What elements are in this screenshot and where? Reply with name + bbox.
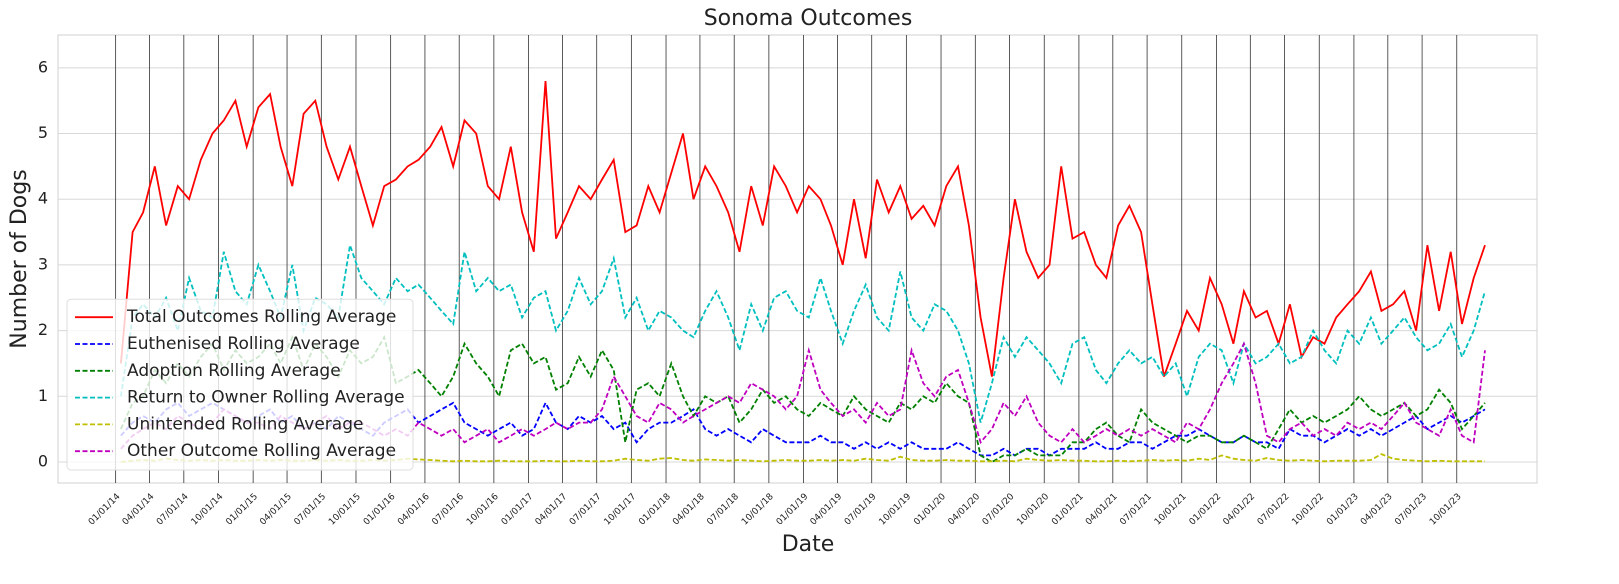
legend-label: Return to Owner Rolling Average (127, 388, 405, 408)
y-tick-label: 1 (38, 386, 48, 405)
x-tick-label: 10/01/18 (740, 492, 776, 528)
x-tick-label: 10/01/20 (1015, 492, 1051, 528)
x-tick-label: 07/01/18 (705, 492, 741, 528)
x-tick-label: 07/01/19 (843, 492, 879, 528)
y-tick-label: 2 (38, 320, 48, 339)
x-tick-label: 04/01/22 (1222, 492, 1258, 528)
x-tick-label: 07/01/15 (293, 492, 329, 528)
x-tick-label: 10/01/21 (1153, 492, 1189, 528)
series-line (120, 80, 1486, 377)
x-tick-label: 07/01/22 (1256, 492, 1292, 528)
x-tick-label: 04/01/23 (1359, 492, 1395, 528)
x-tick-label: 10/01/15 (327, 492, 363, 528)
x-tick-label: 01/01/19 (775, 492, 811, 528)
x-tick-label: 01/01/16 (362, 492, 398, 528)
x-tick-label: 01/01/14 (87, 492, 123, 528)
x-tick-label: 01/01/21 (1050, 492, 1086, 528)
y-axis-label: Number of Dogs (7, 169, 32, 348)
y-tick-label: 5 (38, 123, 48, 142)
x-tick-label: 01/01/17 (500, 492, 536, 528)
x-tick-label: 10/01/19 (878, 492, 914, 528)
legend-box (66, 298, 414, 471)
x-tick-label: 07/01/16 (430, 492, 466, 528)
y-tick-label: 4 (38, 189, 48, 208)
x-tick-label: 07/01/14 (155, 492, 191, 528)
series-line (120, 244, 1486, 423)
x-tick-label: 04/01/21 (1084, 492, 1120, 528)
x-tick-label: 04/01/17 (534, 492, 570, 528)
x-tick-label: 10/01/23 (1428, 492, 1464, 528)
chart-title: Sonoma Outcomes (704, 6, 913, 31)
legend-label: Euthenised Rolling Average (127, 334, 360, 354)
legend-label: Adoption Rolling Average (127, 361, 341, 381)
x-axis-label: Date (782, 532, 835, 557)
x-tick-label: 07/01/23 (1393, 492, 1429, 528)
x-tick-label: 01/01/20 (912, 492, 948, 528)
x-tick-label: 01/01/22 (1188, 492, 1224, 528)
legend-label: Other Outcome Rolling Average (127, 441, 396, 461)
x-tick-label: 10/01/22 (1290, 492, 1326, 528)
x-tick-label: 04/01/16 (396, 492, 432, 528)
x-tick-label: 04/01/20 (947, 492, 983, 528)
x-tick-label: 01/01/23 (1325, 492, 1361, 528)
x-tick-label: 07/01/21 (1118, 492, 1154, 528)
x-tick-label: 01/01/18 (637, 492, 673, 528)
x-tick-label: 01/01/15 (224, 492, 260, 528)
x-tick-label: 07/01/20 (981, 492, 1017, 528)
x-tick-label: 10/01/17 (603, 492, 639, 528)
x-tick-label: 04/01/14 (121, 492, 157, 528)
x-tick-label: 04/01/18 (671, 492, 707, 528)
y-tick-label: 3 (38, 254, 48, 273)
x-tick-label: 10/01/14 (190, 492, 226, 528)
x-tick-label: 07/01/17 (568, 492, 604, 528)
legend-label: Unintended Rolling Average (127, 414, 363, 434)
x-tick-label: 04/01/19 (809, 492, 845, 528)
x-tick-label: 10/01/16 (465, 492, 501, 528)
legend-label: Total Outcomes Rolling Average (126, 307, 396, 327)
x-tick-label: 04/01/15 (258, 492, 294, 528)
y-tick-label: 0 (38, 451, 48, 470)
y-tick-label: 6 (38, 57, 48, 76)
